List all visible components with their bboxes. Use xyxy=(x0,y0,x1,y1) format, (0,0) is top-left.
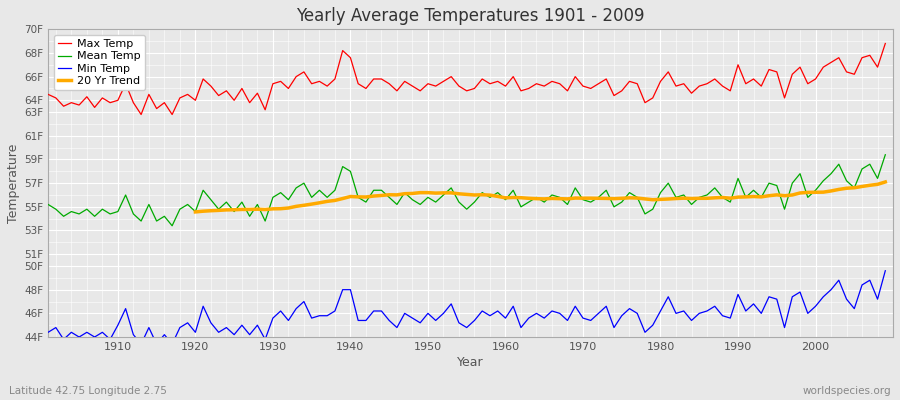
Title: Yearly Average Temperatures 1901 - 2009: Yearly Average Temperatures 1901 - 2009 xyxy=(296,7,644,25)
Max Temp xyxy=(601,76,612,81)
Line: Mean Temp: Mean Temp xyxy=(48,155,886,226)
20 Yr Trend xyxy=(190,210,201,214)
Mean Temp xyxy=(104,212,115,216)
Mean Temp xyxy=(880,152,891,157)
Min Temp xyxy=(500,316,511,320)
20 Yr Trend xyxy=(400,191,410,196)
Line: Max Temp: Max Temp xyxy=(48,44,886,114)
20 Yr Trend xyxy=(880,180,891,184)
X-axis label: Year: Year xyxy=(457,356,484,369)
Max Temp xyxy=(104,100,115,105)
Min Temp xyxy=(136,342,147,346)
Min Temp xyxy=(283,318,293,323)
Max Temp xyxy=(42,92,53,97)
Text: Latitude 42.75 Longitude 2.75: Latitude 42.75 Longitude 2.75 xyxy=(9,386,166,396)
Mean Temp xyxy=(601,188,612,193)
Min Temp xyxy=(104,337,115,342)
Mean Temp xyxy=(329,188,340,193)
Line: Min Temp: Min Temp xyxy=(48,271,886,344)
Min Temp xyxy=(329,308,340,313)
Mean Temp xyxy=(500,197,511,202)
Text: worldspecies.org: worldspecies.org xyxy=(803,386,891,396)
Min Temp xyxy=(880,268,891,273)
Mean Temp xyxy=(283,197,293,202)
20 Yr Trend xyxy=(779,193,790,198)
Max Temp xyxy=(500,84,511,88)
Min Temp xyxy=(42,330,53,335)
Mean Temp xyxy=(42,202,53,207)
Mean Temp xyxy=(166,223,177,228)
Y-axis label: Temperature: Temperature xyxy=(7,144,20,223)
Max Temp xyxy=(508,74,518,79)
Max Temp xyxy=(136,112,147,117)
Max Temp xyxy=(329,76,340,81)
20 Yr Trend xyxy=(763,193,774,198)
Min Temp xyxy=(601,304,612,309)
Legend: Max Temp, Mean Temp, Min Temp, 20 Yr Trend: Max Temp, Mean Temp, Min Temp, 20 Yr Tre… xyxy=(54,35,145,90)
Mean Temp xyxy=(508,188,518,193)
Max Temp xyxy=(283,86,293,91)
Max Temp xyxy=(880,41,891,46)
Min Temp xyxy=(508,304,518,309)
20 Yr Trend xyxy=(670,196,681,201)
20 Yr Trend xyxy=(283,206,293,210)
Line: 20 Yr Trend: 20 Yr Trend xyxy=(195,182,886,212)
20 Yr Trend xyxy=(849,185,859,190)
